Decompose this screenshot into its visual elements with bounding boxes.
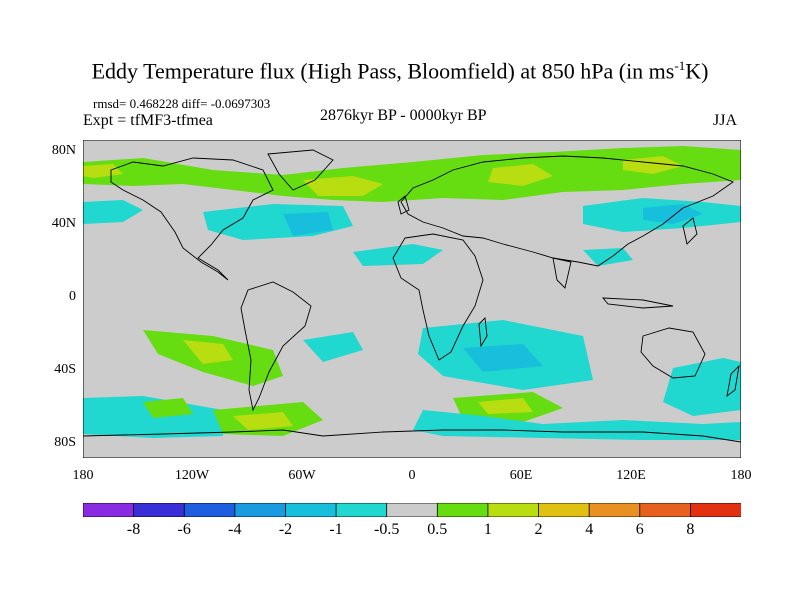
coast-europe-asia: [400, 155, 734, 267]
colorbar-label-8: 2: [534, 521, 543, 538]
lon-label-120w: 120W: [174, 468, 210, 483]
colorbar-swatch-7: [436, 503, 489, 517]
north-yellow-1: [303, 176, 383, 196]
period-label: 2876kyr BP - 0000kyr BP: [320, 107, 487, 124]
colorbar-swatch-4: [285, 503, 337, 517]
north-yellow-2: [488, 164, 553, 186]
colorbar-label-9: 4: [585, 521, 594, 538]
north-negative-7: [583, 248, 633, 266]
lat-label-80s: 80S: [54, 435, 76, 450]
coast-new-zealand: [726, 364, 740, 398]
lon-label-0: 0: [408, 468, 416, 483]
lat-label-40s: 40S: [54, 362, 76, 377]
north-yellow-3: [623, 156, 683, 174]
coast-south-america: [240, 281, 312, 412]
coast-greenland: [267, 149, 334, 191]
lon-label-180e: 180: [730, 468, 752, 483]
lon-label-60e: 60E: [509, 468, 533, 483]
colorbar-label-6: 0.5: [427, 521, 448, 538]
north-negative-6: [353, 244, 443, 266]
south-negative-4: [663, 358, 741, 416]
coast-north-america: [110, 157, 274, 281]
plot-title-end: K): [685, 58, 709, 84]
plot-title: Eddy Temperature flux (High Pass, Bloomf…: [0, 58, 800, 84]
north-negative-1: [83, 200, 143, 224]
south-negative-1: [303, 332, 363, 362]
colorbar-swatch-0: [83, 503, 135, 517]
lat-label-40n: 40N: [51, 216, 76, 231]
colorbar-label-11: 8: [686, 521, 695, 538]
coast-australia: [640, 327, 706, 379]
south-negative-6: [413, 410, 741, 440]
coast-japan: [682, 217, 698, 245]
coast-indonesia: [601, 297, 674, 309]
coast-madagascar: [478, 317, 488, 348]
colorbar-swatch-1: [133, 503, 186, 517]
north-yellow-4: [83, 164, 123, 178]
south-yellow-2: [233, 412, 293, 430]
colorbar-swatch-6: [386, 503, 439, 517]
world-map: [83, 140, 741, 458]
south-yellow-1: [183, 340, 233, 364]
colorbar: [83, 503, 741, 517]
colorbar-swatch-10: [588, 503, 641, 517]
north-negative-3: [283, 212, 333, 236]
south-negative-3: [463, 344, 543, 372]
colorbar-label-2: -4: [228, 521, 242, 538]
colorbar-swatch-9: [538, 503, 591, 517]
colorbar-label-3: -2: [278, 521, 293, 538]
coast-india: [552, 257, 572, 289]
lat-label-eq: 0: [69, 289, 76, 304]
colorbar-swatch-12: [689, 503, 741, 517]
lon-label-60w: 60W: [288, 468, 316, 483]
south-positive-2: [143, 398, 193, 418]
season-label: JJA: [713, 112, 738, 129]
north-positive-region: [83, 146, 741, 202]
colorbar-swatch-3: [234, 503, 287, 517]
experiment-label: Expt = tfMF3-tfmea: [83, 112, 213, 129]
colorbar-label-10: 6: [635, 521, 644, 538]
colorbar-swatch-8: [487, 503, 540, 517]
colorbar-swatch-5: [335, 503, 388, 517]
lon-label-120e: 120E: [616, 468, 646, 483]
colorbar-label-0: -8: [126, 521, 141, 538]
lat-label-80n: 80N: [51, 143, 76, 158]
rmsd-label: rmsd= 0.468228 diff= -0.0697303: [93, 96, 271, 111]
lon-label-180w: 180: [72, 468, 94, 483]
colorbar-label-7: 1: [483, 521, 492, 538]
coastlines: [83, 149, 741, 443]
plot-title-superscript: -1: [674, 58, 686, 73]
colorbar-label-5: -0.5: [374, 521, 400, 538]
colorbar-label-4: -1: [329, 521, 343, 538]
coast-uk: [397, 195, 410, 215]
plot-title-main: Eddy Temperature flux (High Pass, Bloomf…: [91, 58, 675, 84]
north-negative-5: [643, 204, 703, 224]
colorbar-swatch-11: [639, 503, 692, 517]
colorbar-label-1: -6: [177, 521, 191, 538]
coast-antarctica: [83, 429, 741, 443]
coast-africa: [392, 233, 484, 361]
south-yellow-3: [478, 398, 533, 414]
colorbar-swatch-2: [183, 503, 236, 517]
